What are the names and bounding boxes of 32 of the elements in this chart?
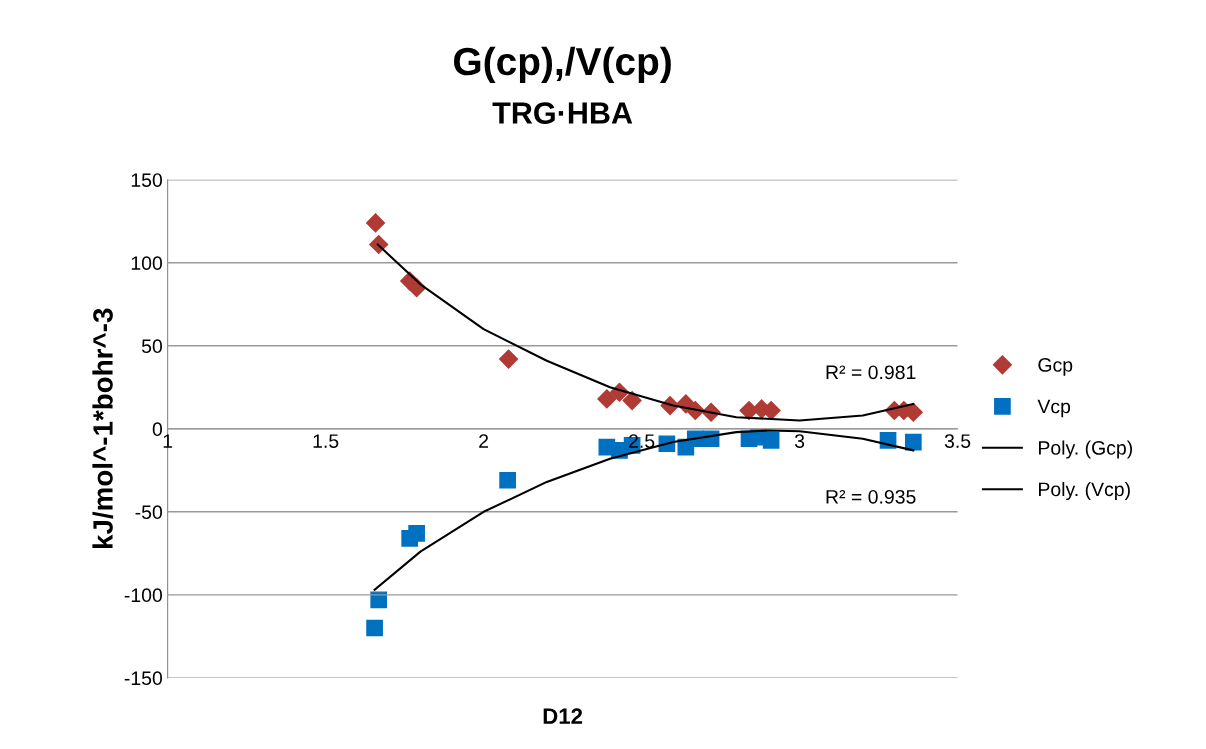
point <box>499 471 516 489</box>
chart-title: G(cp),/V(cp) <box>454 46 671 83</box>
y-tick-label: -100 <box>124 588 163 603</box>
point <box>408 525 425 542</box>
y-axis-title: kJ/mol^-1*bohr^-3 <box>92 308 114 549</box>
legend-label: Vcp <box>1037 399 1071 418</box>
point <box>499 349 519 369</box>
point <box>622 391 642 411</box>
y-tick-label: -150 <box>124 671 163 686</box>
annotation: R² = 0.981 <box>826 365 916 380</box>
y-tick-label: 100 <box>131 256 163 271</box>
y-tick-label: -50 <box>135 505 163 520</box>
x-tick-label: 1 <box>163 434 173 448</box>
legend-label: Poly. (Gcp) <box>1039 440 1133 459</box>
y-tick-label: 50 <box>141 339 163 354</box>
legend-label: Poly. (Vcp) <box>1039 481 1130 501</box>
x-axis-title: D12 <box>543 708 583 724</box>
point <box>762 432 780 449</box>
chart-subtitle: TRG·HBA <box>492 102 633 124</box>
point <box>366 213 386 233</box>
x-tick-label: 3.5 <box>944 434 971 448</box>
point <box>904 433 922 451</box>
point <box>370 591 388 609</box>
x-tick-label: 1.5 <box>313 434 339 448</box>
point <box>366 619 383 637</box>
x-tick-label: 3 <box>794 434 805 448</box>
y-tick-label: 0 <box>152 422 163 437</box>
point <box>597 389 617 409</box>
y-tick-label: 150 <box>131 173 163 187</box>
legend-label: Gcp <box>1038 358 1073 376</box>
x-tick-label: 2 <box>479 434 489 448</box>
annotation: R² = 0.935 <box>826 489 916 504</box>
